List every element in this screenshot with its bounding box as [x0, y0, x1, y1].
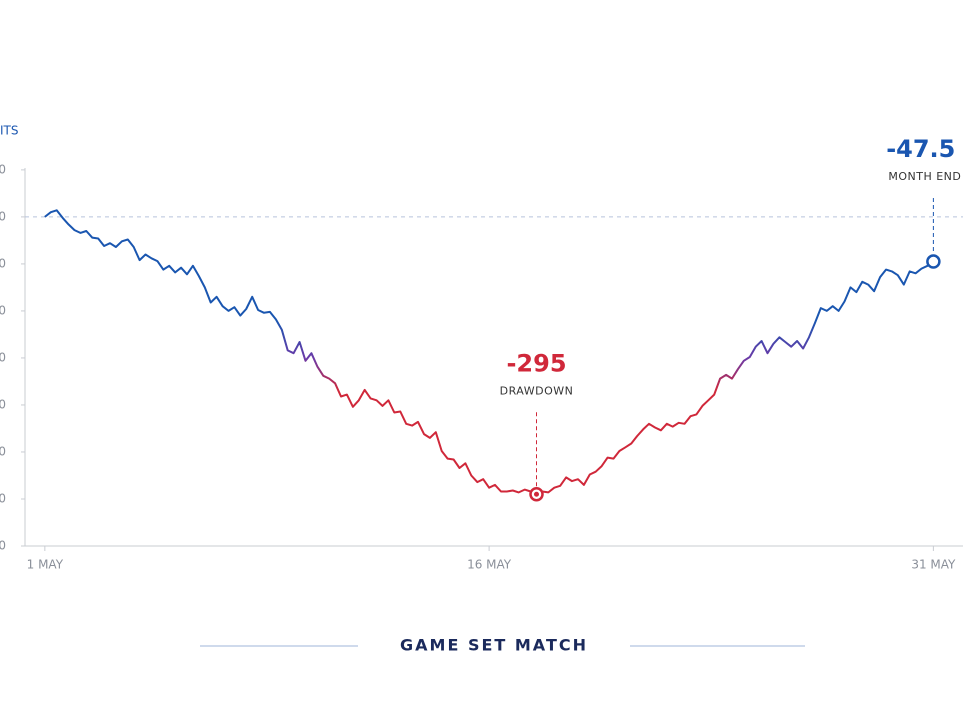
annotation-text: MONTH END — [888, 170, 961, 183]
y-axis-label: ITS — [0, 124, 19, 138]
y-tick-label: -100 — [0, 303, 6, 317]
y-tick-label: -50 — [0, 256, 6, 270]
x-tick-label: 31 MAY — [911, 558, 956, 572]
y-tick-label: 50 — [0, 162, 6, 176]
annotation-point — [926, 254, 941, 269]
y-tick-label: -350 — [0, 539, 6, 553]
footer-brand: GAME SET MATCH — [400, 636, 588, 655]
x-tick-label: 1 MAY — [27, 558, 64, 572]
y-tick-label: -150 — [0, 350, 6, 364]
y-tick-label: -250 — [0, 444, 6, 458]
annotation-text: DRAWDOWN — [500, 384, 574, 397]
annotation-value: -47.5 — [886, 135, 955, 163]
y-tick-label: -300 — [0, 491, 6, 505]
x-tick-label: 16 MAY — [467, 558, 512, 572]
annotation-value: -295 — [506, 349, 566, 377]
y-tick-label: 0 — [0, 209, 6, 223]
y-tick-label: -200 — [0, 397, 6, 411]
data-line — [44, 209, 934, 496]
annotation-point-core — [534, 491, 540, 497]
